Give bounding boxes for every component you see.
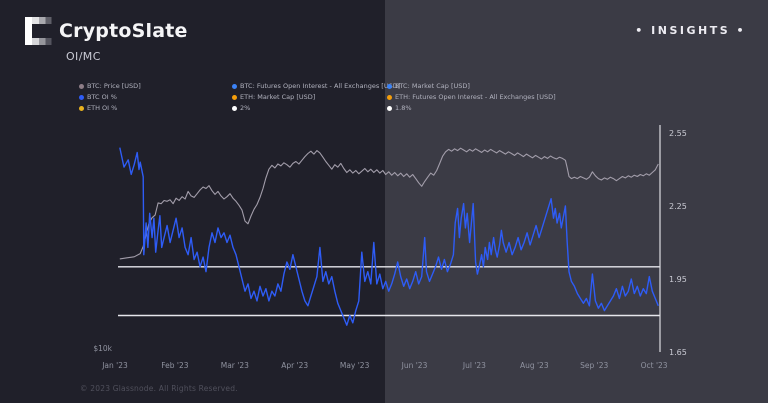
y-axis-tick-label: 2.55 <box>669 129 687 138</box>
legend-label: BTC: Market Cap [USD] <box>395 82 470 90</box>
x-axis-tick-label: Mar '23 <box>221 361 249 370</box>
legend-label: ETH: Market Cap [USD] <box>240 93 316 101</box>
legend-label: 2% <box>240 104 251 112</box>
legend-label: BTC: Price [USD] <box>87 82 141 90</box>
y-axis-tick-label: 1.95 <box>669 275 687 284</box>
copyright-text: © 2023 Glassnode. All Rights Reserved. <box>80 384 238 393</box>
x-axis-tick-label: Aug '23 <box>520 361 549 370</box>
x-axis-tick-label: Feb '23 <box>161 361 188 370</box>
brand-name: CryptoSlate <box>59 20 188 42</box>
dark-overlay-panel <box>0 0 385 403</box>
legend-label: BTC OI % <box>87 93 117 101</box>
x-axis-tick-label: Sep '23 <box>580 361 608 370</box>
legend-dot-icon <box>79 95 84 100</box>
x-axis-tick-label: Oct '23 <box>641 361 668 370</box>
legend-dot-icon <box>387 95 392 100</box>
x-axis-tick-label: Jun '23 <box>401 361 428 370</box>
legend-label: BTC: Futures Open Interest - All Exchang… <box>240 82 401 90</box>
page-title: OI/MC <box>66 50 101 63</box>
legend-item: 2% <box>232 105 400 112</box>
legend-column-1: BTC: Price [USD] BTC OI % ETH OI % <box>79 83 141 112</box>
legend-item: BTC: Price [USD] <box>79 83 141 90</box>
legend-dot-icon <box>232 84 237 89</box>
brand-header: CryptoSlate <box>25 17 188 45</box>
legend-dot-icon <box>79 84 84 89</box>
x-axis-tick-label: May '23 <box>340 361 370 370</box>
legend-dot-icon <box>232 106 237 111</box>
legend-item: ETH OI % <box>79 105 141 112</box>
insights-badge: • INSIGHTS • <box>635 24 746 37</box>
legend-item: ETH: Market Cap [USD] <box>232 94 400 101</box>
y-axis-tick-label: 2.25 <box>669 202 687 211</box>
series-btc-oi-line <box>119 147 659 326</box>
legend-label: ETH OI % <box>87 104 118 112</box>
legend-column-2: BTC: Futures Open Interest - All Exchang… <box>232 83 400 112</box>
series-btc-price-line <box>119 147 659 260</box>
legend-dot-icon <box>387 84 392 89</box>
y-axis-tick-label: 1.65 <box>669 348 687 357</box>
x-axis-tick-label: Jul '23 <box>462 361 486 370</box>
x-axis-tick-label: Jan '23 <box>101 361 128 370</box>
left-axis-tick-label: $10k <box>93 344 112 353</box>
legend-item: BTC: Futures Open Interest - All Exchang… <box>232 83 400 90</box>
legend-dot-icon <box>232 95 237 100</box>
legend-item: 1.8% <box>387 105 556 112</box>
cryptoslate-logo-icon <box>25 17 52 45</box>
legend-label: 1.8% <box>395 104 412 112</box>
x-axis-tick-label: Apr '23 <box>281 361 308 370</box>
legend-label: ETH: Futures Open Interest - All Exchang… <box>395 93 556 101</box>
legend-column-3: BTC: Market Cap [USD] ETH: Futures Open … <box>387 83 556 112</box>
legend-dot-icon <box>387 106 392 111</box>
legend-item: BTC: Market Cap [USD] <box>387 83 556 90</box>
legend-item: BTC OI % <box>79 94 141 101</box>
legend-item: ETH: Futures Open Interest - All Exchang… <box>387 94 556 101</box>
legend-dot-icon <box>79 106 84 111</box>
